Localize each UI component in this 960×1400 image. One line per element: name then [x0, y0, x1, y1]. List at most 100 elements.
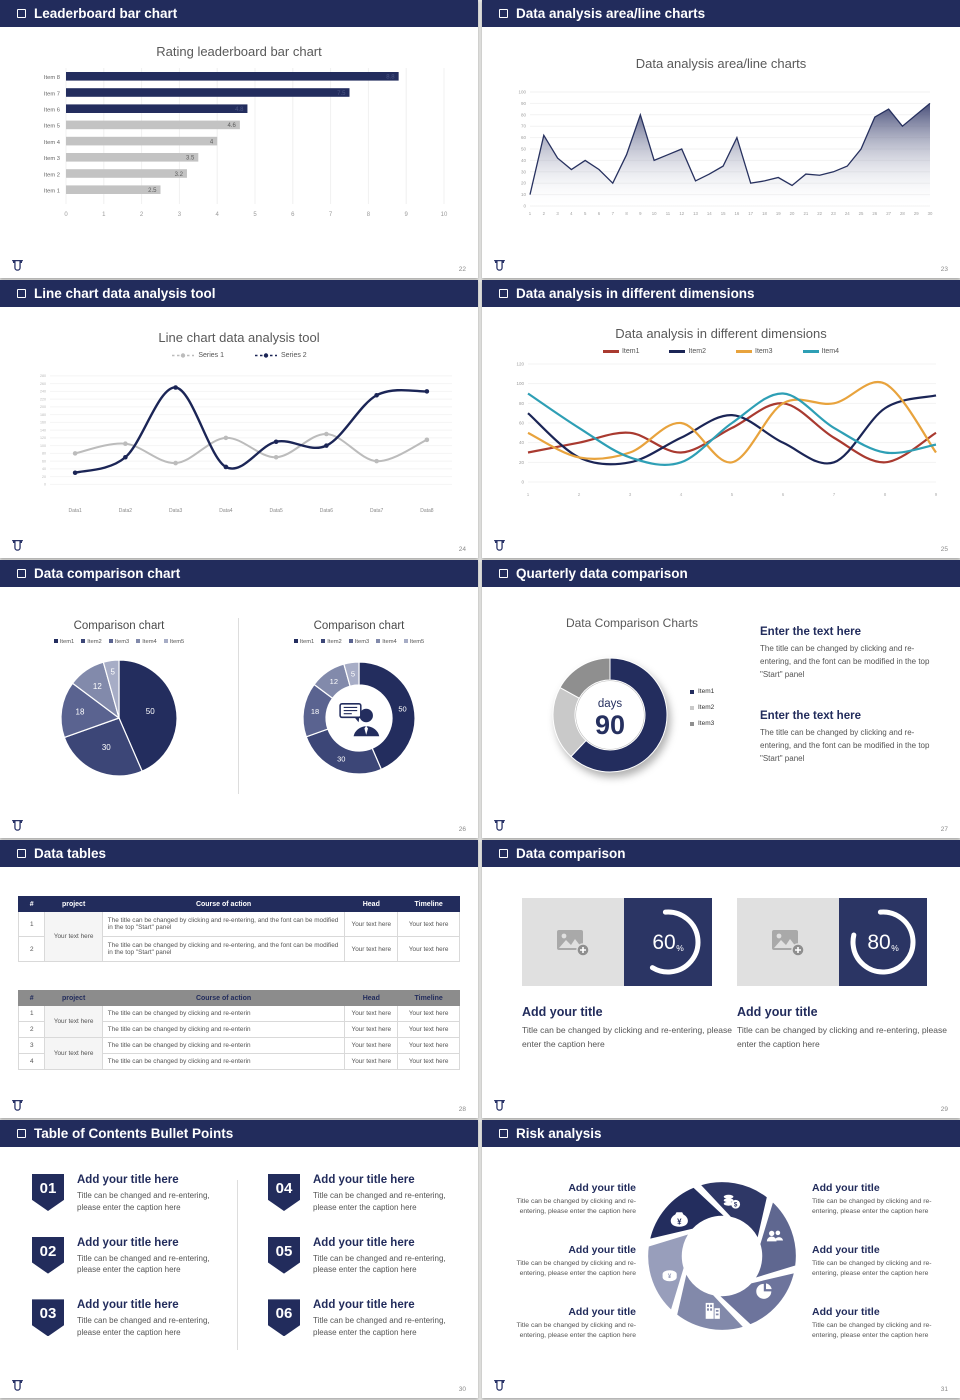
chart-label: 160: [40, 421, 46, 425]
toc-title: Add your title here: [77, 1299, 179, 1312]
toc-caption: Title can be changed and re-entering, pl…: [313, 1191, 446, 1212]
toc-title: Add your title here: [77, 1174, 179, 1186]
col-header: project: [44, 990, 103, 1006]
chart-label: Data4: [219, 508, 233, 514]
slide-data-comparison-progress[interactable]: Data comparison 60% 80% Add your title T…: [482, 840, 960, 1118]
image-placeholder[interactable]: [737, 898, 839, 986]
chart-label: 12: [330, 677, 338, 686]
chart-label: 5: [253, 212, 257, 218]
slide-header: Leaderboard bar chart: [0, 0, 478, 27]
comparison-card: 80%: [737, 898, 927, 986]
chart-label: 120: [40, 436, 46, 440]
chart-label: 5: [731, 492, 734, 497]
bar: [66, 153, 199, 162]
chart-label: 180: [40, 413, 46, 417]
slide-header-title: Leaderboard bar chart: [34, 6, 178, 21]
toc-item[interactable]: 01 Add your title here Title can be chang…: [32, 1174, 224, 1237]
svg-text:¥: ¥: [677, 1218, 682, 1227]
slide-data-tables[interactable]: Data tables # project Course of action H…: [0, 840, 478, 1118]
cell-num: 3: [17, 1037, 46, 1054]
slide-line-chart-tool[interactable]: Line chart data analysis tool Line chart…: [0, 280, 478, 558]
legend-item: Item1: [602, 348, 639, 355]
logo-icon: [493, 259, 506, 274]
image-placeholder[interactable]: [522, 898, 624, 986]
slide-risk-analysis[interactable]: Risk analysis Add your title Title can be…: [482, 1120, 960, 1398]
number-badge: 01: [32, 1174, 64, 1211]
checkbox-icon: [17, 1129, 26, 1138]
chart-label: 6: [291, 212, 295, 218]
col-header: Head: [344, 990, 399, 1006]
slide-header-title: Data tables: [34, 846, 107, 861]
svg-text:$: $: [734, 1201, 738, 1208]
chart-label: 3: [556, 211, 559, 216]
cell-head: Your text here: [344, 1053, 399, 1070]
cell-head: Your text here: [344, 1005, 399, 1022]
chart-label: 1: [529, 211, 532, 216]
cell-num: 1: [17, 1005, 46, 1022]
toc-item[interactable]: 03 Add your title here Title can be chang…: [32, 1299, 224, 1362]
legend-item: Item2: [321, 639, 342, 645]
chart-label: Item 3: [44, 156, 60, 162]
chart-label: Data1: [68, 508, 82, 514]
col-header: Head: [344, 896, 399, 912]
chart-title: Rating leaderboard bar chart: [156, 44, 322, 59]
chart-label: 10: [441, 212, 448, 218]
chart-label: 30: [102, 743, 111, 752]
toc-item[interactable]: 02 Add your title here Title can be chang…: [32, 1236, 224, 1300]
pie-slice: [102, 659, 120, 719]
toc-item[interactable]: 06 Add your title here Title can be chang…: [268, 1299, 460, 1362]
pie-legend: Item1 Item2 Item3 Item4 Item5: [0, 639, 238, 645]
chart-label: 25: [859, 211, 864, 216]
chart-label: 18: [311, 707, 319, 716]
chart-label: 24: [845, 211, 850, 216]
col-header: Timeline: [397, 990, 460, 1006]
chart-label: Item 6: [44, 108, 60, 114]
toc-item[interactable]: 04 Add your title here Title can be chang…: [268, 1174, 460, 1237]
checkbox-icon: [17, 289, 26, 298]
chart-label: 7: [612, 211, 615, 216]
bar: [66, 136, 218, 146]
chart-label: 4: [216, 212, 220, 218]
chart-label: 8: [367, 212, 371, 218]
chart-label: 5: [584, 211, 587, 216]
cell-project: Your text here: [44, 1005, 103, 1038]
chart-label: 240: [40, 390, 46, 394]
slide-quarterly-comparison[interactable]: Quarterly data comparison Data Compariso…: [482, 560, 960, 838]
slide-header-title: Data analysis area/line charts: [516, 6, 706, 21]
slide-toc-bullet-points[interactable]: Table of Contents Bullet Points 01 Add y…: [0, 1120, 478, 1398]
legend-item: Item3: [108, 639, 129, 645]
donut-segment: [343, 661, 360, 687]
slide-header-title: Quarterly data comparison: [516, 566, 688, 581]
chart-title: Data Comparison Charts: [565, 616, 699, 630]
chart-label: 220: [40, 397, 46, 401]
chart-label: 5: [351, 670, 355, 679]
data-table-navy: # project Course of action Head Timeline…: [17, 896, 460, 962]
legend-item: Item5: [163, 639, 184, 645]
chart-label: 2: [140, 212, 144, 218]
donut-segment: [570, 657, 668, 773]
number-badge: 03: [32, 1299, 64, 1337]
risk-title: Add your title: [812, 1244, 880, 1256]
toc-caption: Title can be changed and re-entering, pl…: [77, 1191, 210, 1212]
slide-data-comparison-chart[interactable]: Data comparison chart Comparison chart C…: [0, 560, 478, 838]
chart-label: 3: [178, 212, 182, 218]
cell-action: The title can be changed by clicking and…: [101, 936, 346, 962]
bar: [66, 185, 161, 194]
data-point: [173, 460, 178, 466]
chart-label: 40: [519, 440, 525, 445]
checkbox-icon: [499, 9, 508, 18]
chart-label: 100: [40, 444, 46, 448]
number-badge: 04: [268, 1174, 300, 1211]
toc-caption: Title can be changed and re-entering, pl…: [77, 1253, 210, 1275]
slide-dimensions-line-chart[interactable]: Data analysis in different dimensions Da…: [482, 280, 960, 558]
pinwheel-blade: [646, 1184, 732, 1243]
slide-area-line-charts[interactable]: Data analysis area/line charts Data anal…: [482, 0, 960, 278]
logo-icon: [11, 1099, 24, 1114]
toc-item[interactable]: 05 Add your title here Title can be chang…: [268, 1236, 460, 1300]
slide-leaderboard-bar-chart[interactable]: Leaderboard bar chart Rating leaderboard…: [0, 0, 478, 278]
comparison-pie-chart: 50 30 18 12 5: [60, 659, 178, 777]
chart-label: 40: [42, 467, 46, 471]
legend-item: Item3: [690, 720, 714, 727]
risk-title: Add your title: [568, 1244, 636, 1256]
